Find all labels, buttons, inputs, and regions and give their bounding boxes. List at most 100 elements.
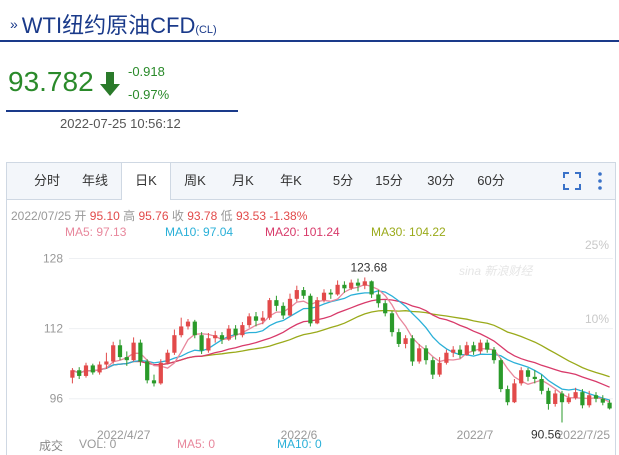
ohlc-date: 2022/07/25 (11, 209, 72, 223)
candle-body (559, 393, 565, 403)
candlestick-chart[interactable]: 128 112 96 25% 10% sina 新浪财经 123.68 90.56 2022/4… (7, 163, 615, 455)
candle-body (253, 316, 259, 321)
candle-body (396, 332, 401, 344)
close-label: 收 (171, 209, 184, 223)
candle-body (464, 345, 469, 355)
candle-body (247, 316, 252, 326)
high-annotation: 123.68 (350, 260, 387, 274)
candle-body (315, 300, 320, 324)
candle-body (328, 292, 333, 295)
candle-body (471, 345, 476, 352)
ohlc-info: 2022/07/25 开 95.10 高 95.76 收 93.78 低 93.… (11, 207, 307, 224)
candle-body (403, 338, 408, 344)
candle-body (172, 335, 177, 353)
ma30-line (72, 309, 610, 378)
open-label: 开 (74, 209, 87, 223)
candle-body (525, 370, 531, 377)
candle-body (580, 392, 585, 406)
candle-body (321, 292, 327, 301)
candle-body (485, 342, 490, 350)
volume-ma10: MA10: 0 (277, 437, 322, 451)
candle-body (158, 362, 163, 384)
low-value: 93.53 (235, 209, 266, 223)
ma20-legend: MA20: 101.24 (265, 225, 340, 239)
candle-body (240, 325, 245, 336)
candle-body (546, 390, 551, 404)
quote-title: » WTI纽约原油CFD(CL) (10, 8, 217, 40)
high-value: 95.76 (138, 209, 169, 223)
candle-body (335, 284, 340, 295)
candle-body (199, 335, 204, 351)
header-divider (0, 40, 619, 42)
candle-body (294, 290, 299, 299)
candle-body (553, 393, 558, 404)
candle-body (213, 335, 218, 339)
tab-15min[interactable]: 15分 (375, 173, 403, 188)
tab-yearline[interactable]: 年线 (81, 173, 108, 188)
candle-body (131, 342, 136, 361)
kline-panel: 分时 年线 日K 周K 月K 年K 5分 15分 30分 60分 2022/07… (6, 162, 616, 455)
down-arrow-icon (100, 72, 120, 96)
ma5-legend: MA5: 97.13 (65, 225, 127, 239)
tab-monthly-k[interactable]: 月K (232, 173, 254, 188)
price-change: -0.918 (128, 64, 165, 79)
volume-label: 成交 (39, 439, 64, 453)
candle-body (138, 342, 143, 362)
tab-weekly-k[interactable]: 周K (184, 173, 206, 188)
candle-body (444, 352, 449, 363)
tab-60min[interactable]: 60分 (477, 173, 505, 188)
instrument-code: (CL) (195, 24, 217, 36)
candle-body (165, 352, 170, 363)
more-options-icon[interactable] (595, 171, 605, 191)
candle-body (185, 321, 191, 327)
candle-body (90, 365, 95, 373)
x-tick-label: 2022/4/27 (97, 428, 151, 442)
ma5-line (72, 283, 610, 403)
candle-body (192, 321, 197, 336)
candle-body (206, 338, 211, 351)
double-chevron-icon: » (10, 16, 18, 32)
candle-body (383, 303, 388, 314)
candle-body (124, 357, 129, 361)
tab-30min[interactable]: 30分 (427, 173, 455, 188)
low-annotation: 90.56 (531, 428, 561, 442)
candle-body (233, 328, 238, 336)
last-price: 93.782 (8, 66, 94, 97)
y-tick-label: 96 (50, 392, 64, 406)
tab-yearly-k[interactable]: 年K (280, 173, 302, 188)
candle-body (342, 284, 347, 289)
pct-value: -1.38% (269, 209, 308, 223)
candle-body (104, 361, 109, 365)
candle-body (519, 370, 524, 384)
sina-watermark: sina 新浪财经 (459, 264, 534, 278)
candle-body (376, 294, 381, 304)
candle-body (512, 383, 517, 403)
candle-body (389, 313, 395, 333)
candle-body (532, 376, 537, 379)
candle-body (97, 364, 102, 373)
candle-body (593, 395, 599, 399)
candle-body (600, 398, 605, 403)
tab-5min[interactable]: 5分 (332, 173, 354, 188)
candle-body (430, 360, 435, 375)
candle-body (362, 281, 367, 286)
ma10-line (72, 290, 610, 401)
candle-body (349, 282, 354, 289)
candle-body (491, 349, 497, 361)
tab-intraday[interactable]: 分时 (33, 173, 60, 188)
candle-body (410, 338, 415, 362)
pct-tick-label: 10% (585, 312, 609, 326)
instrument-name: WTI纽约原油CFD (21, 13, 196, 38)
tab-daily-k[interactable]: 日K (121, 163, 171, 200)
candle-body (281, 305, 286, 316)
candle-body (417, 348, 422, 362)
x-tick-label: 2022/7 (457, 428, 494, 442)
candle-body (505, 389, 510, 403)
y-tick-label: 112 (44, 322, 63, 336)
volume-value: VOL: 0 (79, 437, 117, 451)
volume-ma5: MA5: 0 (177, 437, 216, 451)
fullscreen-icon[interactable] (562, 171, 582, 191)
candle-body (308, 295, 313, 324)
candle-body (260, 317, 265, 321)
price-divider (6, 110, 238, 112)
